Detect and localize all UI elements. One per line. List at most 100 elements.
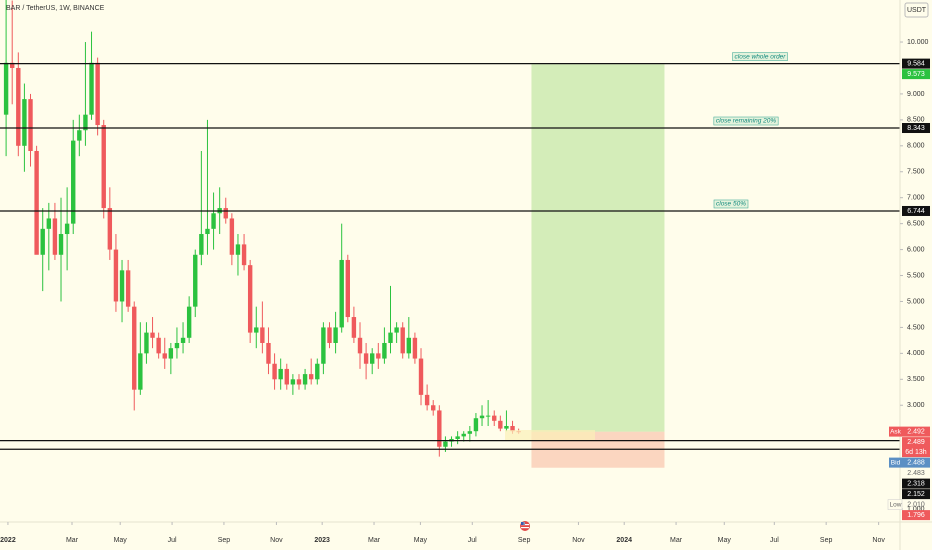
x-tick-label: Sep (518, 537, 531, 544)
y-tick-label: 4.500 (907, 324, 925, 331)
candle-body (498, 420, 503, 429)
candle-body (473, 418, 479, 432)
x-tick-label: Mar (368, 537, 381, 544)
price-label: 1.796 (902, 510, 930, 521)
candle-body (260, 327, 265, 343)
price-label-tag-bg (889, 426, 902, 437)
candle-body (467, 431, 473, 434)
price-label-text: 2.483 (907, 470, 925, 477)
price-label-text: 2.488 (907, 459, 925, 466)
candle-body (235, 244, 241, 255)
y-tick-label: 9.000 (907, 91, 925, 98)
x-tick-label: May (414, 537, 428, 544)
price-label-bg (902, 478, 930, 489)
candle-body (290, 379, 296, 385)
price-label-bg (902, 437, 930, 458)
currency-button[interactable] (904, 2, 929, 18)
price-label-bg (902, 205, 930, 216)
candle-body (254, 327, 259, 333)
candle-body (492, 415, 497, 421)
price-label-text: 9.584 (907, 60, 925, 67)
price-label-bg (902, 457, 930, 468)
candle-body (333, 327, 338, 343)
candle-body (431, 405, 436, 411)
price-label: 2.488 Bid (889, 457, 930, 468)
candle-body (339, 259, 344, 328)
price-label-bg (902, 510, 930, 521)
candle-body (363, 353, 369, 364)
candle-body (412, 337, 418, 359)
candle-body (388, 332, 393, 343)
candle-body (443, 441, 448, 447)
y-tick-label: 8.500 (907, 117, 925, 124)
candle-body (125, 270, 131, 307)
y-tick-label: 4.000 (907, 350, 925, 357)
price-label: 2.483 (907, 470, 925, 477)
candle-body (284, 368, 289, 385)
candle-body (107, 208, 113, 250)
x-tick-label: Jul (770, 537, 779, 544)
y-tick-label: 7.500 (907, 169, 925, 176)
price-label-text: 2.492 (907, 428, 925, 435)
price-label-text: 8.343 (907, 125, 925, 132)
candle-body (315, 363, 320, 380)
x-tick-label: May (114, 537, 128, 544)
candle-body (437, 410, 442, 447)
candle-body (193, 254, 198, 307)
candle-body (156, 337, 161, 354)
price-label-tag-bg (889, 457, 902, 468)
x-tick-label: Jul (168, 537, 177, 544)
annotation: close whole order (732, 52, 788, 61)
candle-body (162, 353, 167, 359)
candle-body (229, 218, 235, 255)
x-tick-label: 2022 (0, 537, 16, 544)
candle-body (113, 249, 119, 302)
candle-body (3, 62, 9, 115)
price-label: 2.152 (902, 489, 930, 500)
candle-body (40, 228, 45, 255)
x-tick-label: Mar (66, 537, 79, 544)
price-label-tag: Low (890, 501, 902, 508)
profit-zone (531, 64, 665, 432)
candle-body (168, 348, 174, 359)
candle-body (52, 218, 58, 255)
candle-body (302, 374, 308, 385)
chart-title: BAR / TetherUS, 1W, BINANCE (6, 5, 105, 12)
price-label-text: 6.744 (907, 208, 925, 215)
x-tick-label: Sep (218, 537, 231, 544)
price-label: 2.489 6d 13h (902, 437, 930, 458)
price-label-text: 2.318 (907, 480, 925, 487)
y-tick-label: 5.000 (907, 298, 925, 305)
price-label: 9.573 (902, 69, 930, 80)
y-tick-label: 3.000 (907, 402, 925, 409)
candle-body (22, 99, 27, 146)
candle-body (89, 62, 94, 115)
price-label: 2.318 (902, 478, 930, 489)
price-label-bg (902, 58, 930, 69)
candle-body (406, 337, 412, 354)
price-label-tag: Ask (890, 428, 902, 435)
y-tick-label: 7.000 (907, 195, 925, 202)
currency[interactable]: USDT (907, 7, 927, 14)
candle-body (382, 342, 387, 359)
candle-body (28, 99, 33, 151)
y-tick-label: 8.000 (907, 143, 925, 150)
price-label-bg (902, 69, 930, 80)
candle-body (223, 208, 228, 219)
candle-body (424, 394, 430, 406)
candle-body (132, 306, 137, 390)
price-label-text: 2.010 (907, 501, 925, 508)
candle-body (138, 353, 143, 390)
price-label: 9.584 (902, 58, 930, 69)
candle-body (64, 223, 70, 235)
candle-body (504, 426, 509, 429)
candle-body (351, 317, 357, 338)
price-label-bg (902, 426, 930, 437)
candle-body (144, 332, 149, 354)
price-label: 8.343 (902, 123, 930, 134)
candle-body (241, 244, 247, 266)
price-label: 2.492 Ask (889, 426, 930, 437)
price-label: 2.010 Low (887, 499, 925, 510)
candle-body (119, 270, 125, 302)
